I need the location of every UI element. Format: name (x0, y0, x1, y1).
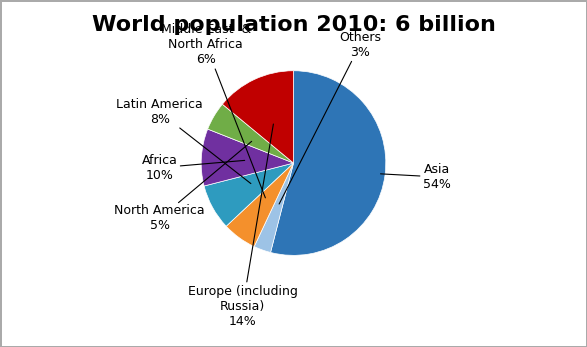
Wedge shape (226, 163, 294, 247)
Wedge shape (271, 71, 386, 255)
Wedge shape (222, 71, 294, 163)
Title: World population 2010: 6 billion: World population 2010: 6 billion (92, 15, 495, 35)
Wedge shape (204, 163, 294, 226)
Text: North America
5%: North America 5% (114, 141, 252, 232)
Text: Africa
10%: Africa 10% (141, 154, 245, 182)
Text: Middle East  &
North Africa
6%: Middle East & North Africa 6% (161, 23, 265, 198)
Text: Europe (including
Russia)
14%: Europe (including Russia) 14% (188, 124, 298, 328)
Text: Latin America
8%: Latin America 8% (116, 98, 251, 184)
Wedge shape (201, 129, 294, 186)
Text: Asia
54%: Asia 54% (380, 163, 450, 191)
Wedge shape (254, 163, 294, 253)
Text: Others
3%: Others 3% (279, 31, 381, 204)
Wedge shape (208, 104, 294, 163)
